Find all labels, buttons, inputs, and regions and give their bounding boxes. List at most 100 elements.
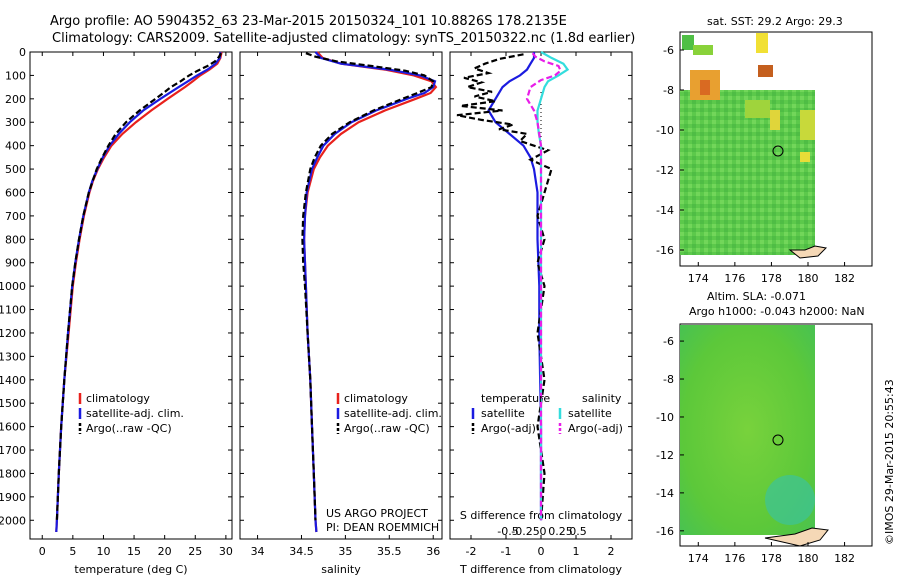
- legend-label: Argo(..raw -QC): [344, 422, 430, 435]
- title-line-1: Argo profile: AO 5904352_63 23-Mar-2015 …: [50, 14, 567, 29]
- series-line: [536, 51, 570, 521]
- y-tick-label: 1100: [0, 304, 26, 317]
- legend-label: Argo(..raw -QC): [86, 422, 172, 435]
- sst-map-panel: sat. SST: 29.2 Argo: 29.3 174 176 178 180 18…: [656, 15, 873, 285]
- map-y-tick-label: -6: [663, 335, 674, 348]
- legend-label: Argo(-adj): [568, 422, 623, 435]
- map-y-tick-label: -6: [663, 44, 674, 57]
- y-tick-label: 800: [5, 233, 26, 246]
- sla-argo-marker: [772, 434, 784, 446]
- map-x-tick-label: 182: [834, 552, 855, 565]
- sst-land: [788, 245, 828, 259]
- temperature-panel: 0100200300400500600700800900100011001200…: [0, 46, 233, 576]
- x-axis-label: salinity: [321, 563, 361, 576]
- series-line: [301, 52, 435, 521]
- y-tick-label: 1700: [0, 444, 26, 457]
- y-tick-label: 300: [5, 116, 26, 129]
- legend-label: satellite: [481, 407, 525, 420]
- map-y-tick-label: -10: [656, 124, 674, 137]
- legend-title: salinity: [582, 392, 622, 405]
- map-y-tick-label: -10: [656, 411, 674, 424]
- x-tick-label: -1: [501, 545, 512, 558]
- sla-map-panel: Altim. SLA: -0.071 Argo h1000: -0.043 h2…: [656, 290, 873, 565]
- map-x-tick-label: 174: [688, 272, 709, 285]
- x-tick-label: 34.5: [289, 545, 314, 558]
- series-line: [55, 51, 222, 533]
- map-x-tick-label: 182: [834, 272, 855, 285]
- top-tick-label: 0: [540, 525, 547, 538]
- sst-argo-marker: [772, 145, 784, 157]
- series-line: [55, 52, 222, 521]
- x-tick-label: 10: [96, 545, 110, 558]
- y-tick-label: 400: [5, 140, 26, 153]
- top-tick-label: -0.5: [497, 525, 518, 538]
- series-line: [55, 51, 223, 533]
- x-tick-label: 20: [158, 545, 172, 558]
- sla-low-patch: [765, 475, 815, 525]
- sst-map-title: sat. SST: 29.2 Argo: 29.3: [707, 15, 843, 28]
- x-tick-label: 0: [39, 545, 46, 558]
- map-y-tick-label: -8: [663, 84, 674, 97]
- title-line-2: Climatology: CARS2009. Satellite-adjuste…: [52, 31, 635, 46]
- x-tick-label: 36: [426, 545, 440, 558]
- top-tick-label: -0.25: [511, 525, 539, 538]
- y-tick-label: 1300: [0, 350, 26, 363]
- map-x-tick-label: 180: [798, 272, 819, 285]
- legend-label: satellite: [568, 407, 612, 420]
- x-tick-label: 5: [69, 545, 76, 558]
- map-x-tick-label: 174: [688, 552, 709, 565]
- timestamp-stamp: ©IMOS 29-Mar-2015 20:55:43: [883, 379, 896, 545]
- map-x-tick-label: 176: [724, 552, 745, 565]
- y-tick-label: 700: [5, 210, 26, 223]
- series-line: [456, 53, 553, 521]
- legend-label: climatology: [86, 392, 150, 405]
- y-tick-label: 900: [5, 257, 26, 270]
- pi-label: PI: DEAN ROEMMICH: [326, 521, 439, 534]
- x-tick-label: 2: [608, 545, 615, 558]
- y-tick-label: 200: [5, 93, 26, 106]
- top-tick-label: 0.25: [548, 525, 573, 538]
- x-tick-label: 35.5: [377, 545, 402, 558]
- map-y-tick-label: -8: [663, 373, 674, 386]
- series-line: [525, 52, 562, 521]
- plot-frame: [239, 51, 443, 540]
- y-tick-label: 1000: [0, 280, 26, 293]
- y-tick-label: 500: [5, 163, 26, 176]
- legend-label: climatology: [344, 392, 408, 405]
- map-x-tick-label: 178: [761, 552, 782, 565]
- x-tick-label: 35: [338, 545, 352, 558]
- x-tick-label: 1: [573, 545, 580, 558]
- sst-warm-patches: [682, 33, 815, 162]
- sst-axes: 174 176 178 180 182 -6 -8 -10 -12 -14 -16: [656, 44, 855, 285]
- x-axis-label: temperature (deg C): [74, 563, 187, 576]
- y-tick-label: 1400: [0, 374, 26, 387]
- series-line: [302, 51, 438, 533]
- y-tick-label: 0: [19, 46, 26, 59]
- map-y-tick-label: -16: [656, 525, 674, 538]
- map-y-tick-label: -16: [656, 244, 674, 257]
- sla-axes: 174 176 178 180 182 -6 -8 -10 -12 -14 -16: [656, 335, 855, 565]
- salinity-panel: 34 34.5 35 35.5 36 salinity climatology satelli…: [239, 51, 443, 576]
- map-y-tick-label: -14: [656, 487, 674, 500]
- y-tick-label: 1800: [0, 467, 26, 480]
- legend-label: Argo(-adj): [481, 422, 536, 435]
- y-tick-label: 100: [5, 69, 26, 82]
- legend-title: temperature: [481, 392, 550, 405]
- x-tick-label: -2: [466, 545, 477, 558]
- map-y-tick-label: -12: [656, 164, 674, 177]
- legend-label: satellite-adj. clim.: [344, 407, 442, 420]
- x-tick-label: 34: [251, 545, 265, 558]
- map-y-tick-label: -12: [656, 449, 674, 462]
- x-tick-label: 25: [188, 545, 202, 558]
- y-tick-label: 1500: [0, 397, 26, 410]
- map-y-tick-label: -14: [656, 204, 674, 217]
- sla-map-subtitle: Argo h1000: -0.043 h2000: NaN: [689, 305, 865, 318]
- x-tick-label: 0: [538, 545, 545, 558]
- legend-label: satellite-adj. clim.: [86, 407, 184, 420]
- project-label: US ARGO PROJECT: [326, 507, 428, 520]
- series-line: [302, 51, 437, 533]
- map-x-tick-label: 178: [761, 272, 782, 285]
- x-axis-label: T difference from climatology: [459, 563, 622, 576]
- plot-frame: [29, 51, 233, 540]
- y-tick-label: 600: [5, 186, 26, 199]
